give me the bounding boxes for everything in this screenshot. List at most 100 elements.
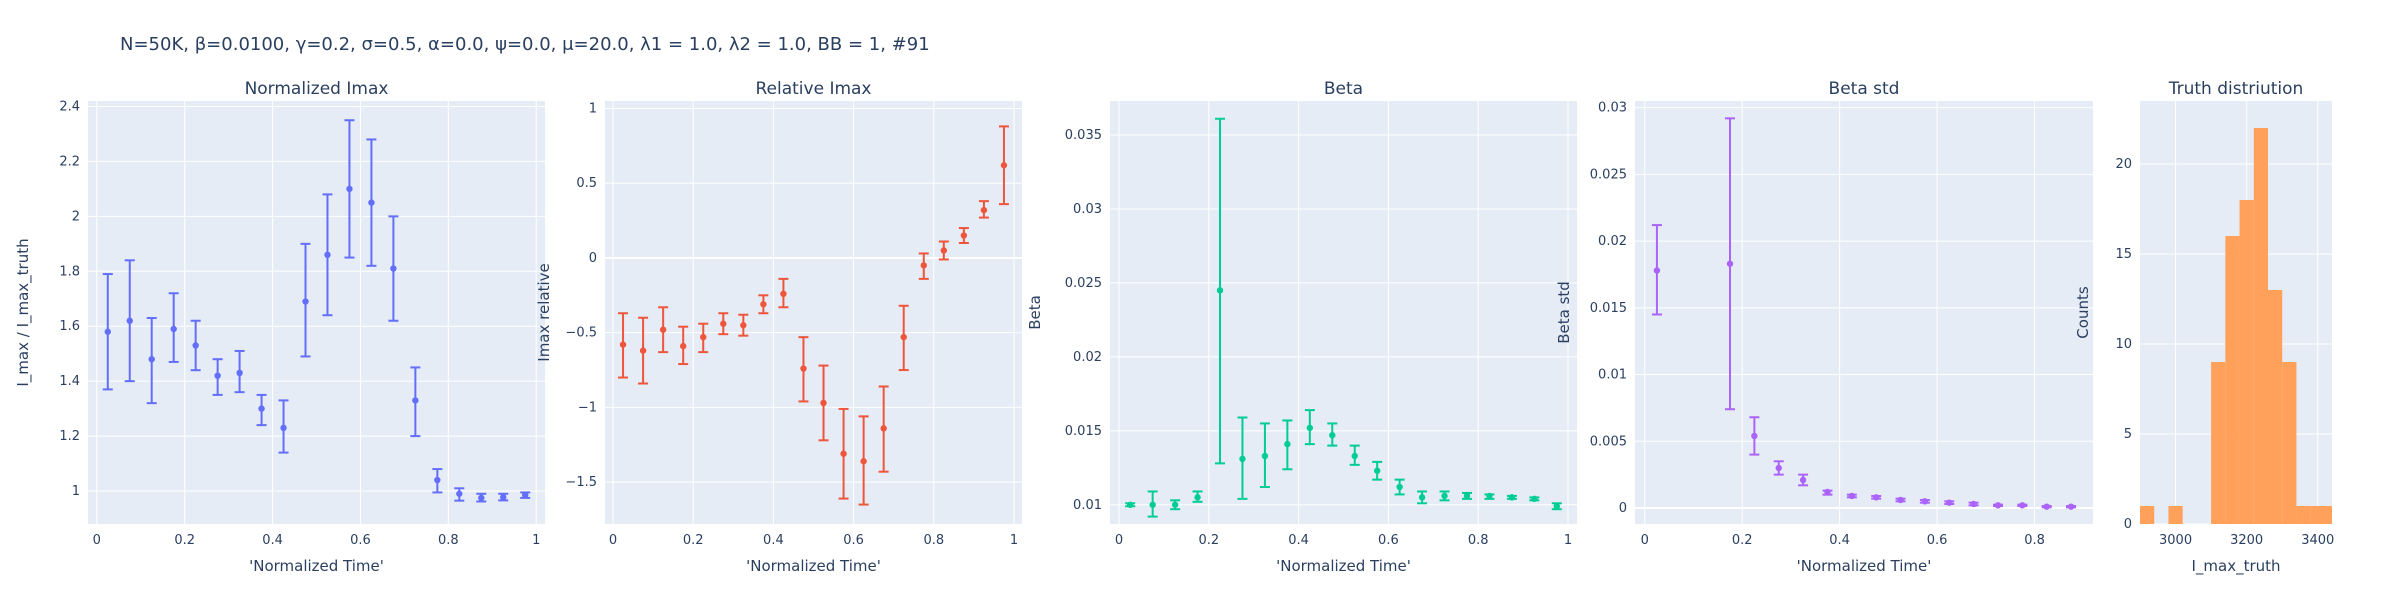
data-point (720, 320, 727, 327)
data-point (126, 317, 133, 324)
data-point (1553, 503, 1560, 510)
y-axis-label: Beta std (1555, 281, 1573, 344)
data-point (1261, 452, 1269, 460)
data-point (1486, 492, 1493, 500)
data-point (1194, 494, 1201, 501)
panel-3: 0 0.2 0.4 0.6 0.8 1 0.01 0.015 0.02 0.025 0.03 0.03… (1026, 79, 1577, 575)
y-tick-label: −1 (578, 400, 597, 415)
y-tick-label: 1.6 (59, 319, 80, 334)
data-point (900, 333, 907, 341)
data-point (1897, 496, 1904, 504)
data-point (840, 450, 847, 457)
data-point (258, 405, 265, 412)
data-point (980, 206, 988, 214)
histogram-bar (2253, 128, 2268, 524)
data-point (1946, 499, 1953, 506)
panel-title: Normalized Imax (245, 79, 389, 99)
x-tick-label: 0 (93, 533, 101, 548)
panel-5: 3000 3200 3400 0 5 10 15 20 Truth distriution I_m… (2074, 79, 2334, 576)
data-point (1726, 260, 1734, 267)
y-tick-label: −0.5 (565, 326, 597, 341)
data-point (1396, 483, 1403, 491)
y-tick-label: 2 (72, 209, 80, 224)
panel-2: 0 0.2 0.4 0.6 0.8 1 −1.5 −1 −0.5 0 0.5 1 Relative Im… (535, 79, 1022, 575)
x-axis-label: 'Normalized Time' (249, 557, 384, 575)
data-point (659, 326, 667, 333)
x-tick-label: 0.6 (350, 533, 371, 548)
histogram-bar (2140, 506, 2155, 524)
x-tick-label: 0.8 (1468, 533, 1489, 548)
data-point (1508, 494, 1516, 501)
data-point (236, 369, 243, 377)
histogram-bar (2225, 236, 2240, 524)
panel-4: 0 0.2 0.4 0.6 0.8 0 0.005 0.01 0.015 0.02 0.025 0.0… (1555, 79, 2093, 575)
x-tick-label: 1 (532, 533, 540, 548)
data-point (1329, 432, 1336, 439)
data-point (920, 262, 927, 269)
y-tick-label: 0.03 (1073, 202, 1102, 217)
y-tick-label: 0 (2124, 517, 2132, 532)
y-tick-label: 0.035 (1065, 128, 1102, 143)
x-tick-label: 0.4 (1829, 533, 1850, 548)
data-point (1284, 440, 1291, 448)
histogram-bar (2211, 362, 2226, 524)
data-point (1872, 494, 1880, 501)
data-point (1306, 424, 1314, 432)
y-tick-label: 0.03 (1598, 101, 1627, 116)
x-tick-label: 0.4 (763, 533, 784, 548)
data-point (500, 493, 507, 501)
x-tick-label: 0 (609, 533, 617, 548)
data-point (940, 247, 948, 254)
data-point (2043, 503, 2050, 510)
data-point (1418, 494, 1426, 501)
data-point (148, 355, 155, 363)
data-point (434, 476, 441, 484)
data-point (1000, 162, 1008, 169)
data-point (619, 341, 627, 348)
data-point (860, 458, 867, 465)
y-axis-label: I_max / I_max_truth (14, 238, 33, 386)
y-tick-label: 0.005 (1590, 434, 1627, 449)
data-point (368, 199, 375, 206)
y-tick-label: 0 (1619, 501, 1627, 516)
y-tick-label: 0.015 (1065, 424, 1102, 439)
data-point (1216, 287, 1224, 294)
y-tick-label: 20 (2115, 157, 2132, 172)
y-tick-label: 0.025 (1065, 276, 1102, 291)
x-tick-label: 1 (1010, 533, 1018, 548)
x-axis-label: 'Normalized Time' (1276, 557, 1411, 575)
data-point (214, 372, 221, 379)
y-tick-label: 5 (2124, 427, 2132, 442)
data-point (700, 333, 707, 341)
x-tick-label: 0 (1115, 533, 1123, 548)
data-point (1824, 488, 1831, 496)
x-tick-label: 3400 (2301, 533, 2334, 548)
panel-title: Relative Imax (755, 79, 871, 99)
y-tick-label: 10 (2115, 337, 2132, 352)
data-point (1653, 267, 1661, 274)
x-tick-label: 3200 (2230, 533, 2263, 548)
data-point (1799, 476, 1807, 484)
y-tick-label: 0.02 (1073, 350, 1102, 365)
y-tick-label: 2.4 (59, 99, 80, 114)
plot-background (1635, 101, 2093, 524)
data-point (639, 347, 647, 354)
data-point (170, 325, 177, 333)
data-point (760, 301, 767, 308)
data-point (800, 365, 807, 372)
y-tick-label: 15 (2115, 247, 2132, 262)
data-point (346, 185, 353, 193)
data-point (1373, 467, 1381, 474)
y-tick-label: 1.2 (59, 429, 80, 444)
y-tick-label: 1.4 (59, 374, 80, 389)
histogram-bar (2268, 290, 2283, 524)
data-point (456, 490, 463, 497)
histogram-bar (2168, 506, 2183, 524)
x-tick-label: 0.8 (438, 533, 459, 548)
y-tick-label: 2.2 (59, 154, 80, 169)
x-tick-label: 0.2 (1198, 533, 1219, 548)
x-axis-label: 'Normalized Time' (746, 557, 881, 575)
x-tick-label: 0.8 (2024, 533, 2045, 548)
data-point (1171, 501, 1179, 508)
